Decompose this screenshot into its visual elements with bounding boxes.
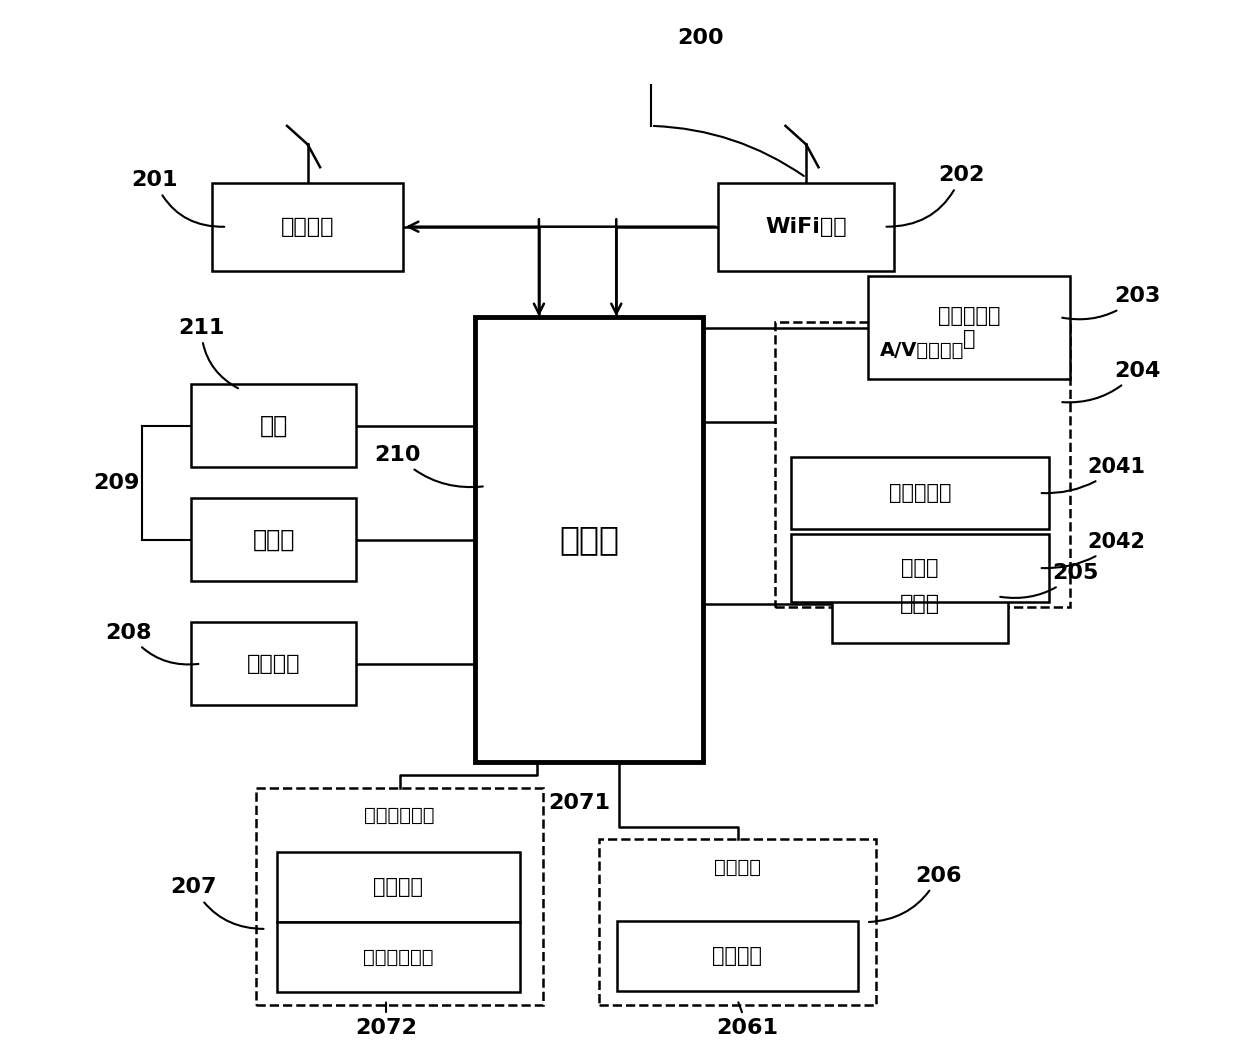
Bar	[277, 922, 520, 992]
Text: 200: 200	[677, 28, 723, 48]
Text: 显示单元: 显示单元	[714, 858, 761, 877]
Bar	[475, 318, 703, 762]
Text: 2042: 2042	[1042, 532, 1146, 568]
Text: 208: 208	[105, 623, 198, 664]
Bar	[791, 457, 1049, 529]
Bar	[191, 385, 356, 467]
Text: WiFi模块: WiFi模块	[765, 217, 847, 237]
Text: 204: 204	[1063, 361, 1161, 402]
Bar	[718, 182, 894, 270]
Text: 2072: 2072	[355, 1003, 417, 1038]
Bar	[191, 498, 356, 581]
Text: 显示面板: 显示面板	[712, 946, 763, 966]
Text: 203: 203	[1063, 286, 1161, 320]
Text: 2061: 2061	[717, 1002, 779, 1038]
Text: 麦克风: 麦克风	[901, 558, 939, 577]
Text: 用户输入单元: 用户输入单元	[365, 806, 435, 826]
Text: 触控面板: 触控面板	[373, 877, 423, 897]
Bar	[255, 788, 543, 1005]
Text: 图形处理器: 图形处理器	[889, 483, 951, 503]
Text: 201: 201	[131, 170, 224, 226]
Bar	[775, 323, 1070, 607]
Bar	[599, 839, 877, 1005]
Text: 207: 207	[171, 877, 264, 929]
Text: 处理器: 处理器	[559, 523, 619, 556]
Bar	[868, 276, 1070, 379]
Text: 电源: 电源	[259, 414, 288, 438]
Text: 射频单元: 射频单元	[280, 217, 334, 237]
Text: 音频输出单
元: 音频输出单 元	[937, 306, 1001, 349]
Text: 接口单元: 接口单元	[247, 654, 300, 674]
Text: 2071: 2071	[548, 793, 610, 813]
Bar	[616, 921, 858, 991]
Text: 其他输入设备: 其他输入设备	[363, 947, 434, 967]
Text: 存储器: 存储器	[253, 527, 295, 551]
Text: 202: 202	[887, 165, 985, 226]
Text: 211: 211	[179, 318, 238, 388]
Bar	[791, 534, 1049, 602]
Text: 206: 206	[869, 866, 962, 922]
Text: 209: 209	[93, 473, 140, 493]
Bar	[832, 565, 1008, 642]
Bar	[212, 182, 403, 270]
Text: 210: 210	[374, 445, 482, 487]
Text: A/V输入单元: A/V输入单元	[880, 341, 965, 359]
Bar	[277, 852, 520, 922]
Text: 205: 205	[1001, 563, 1099, 598]
Text: 传感器: 传感器	[900, 594, 940, 614]
Bar	[191, 623, 356, 705]
Text: 2041: 2041	[1042, 457, 1146, 494]
